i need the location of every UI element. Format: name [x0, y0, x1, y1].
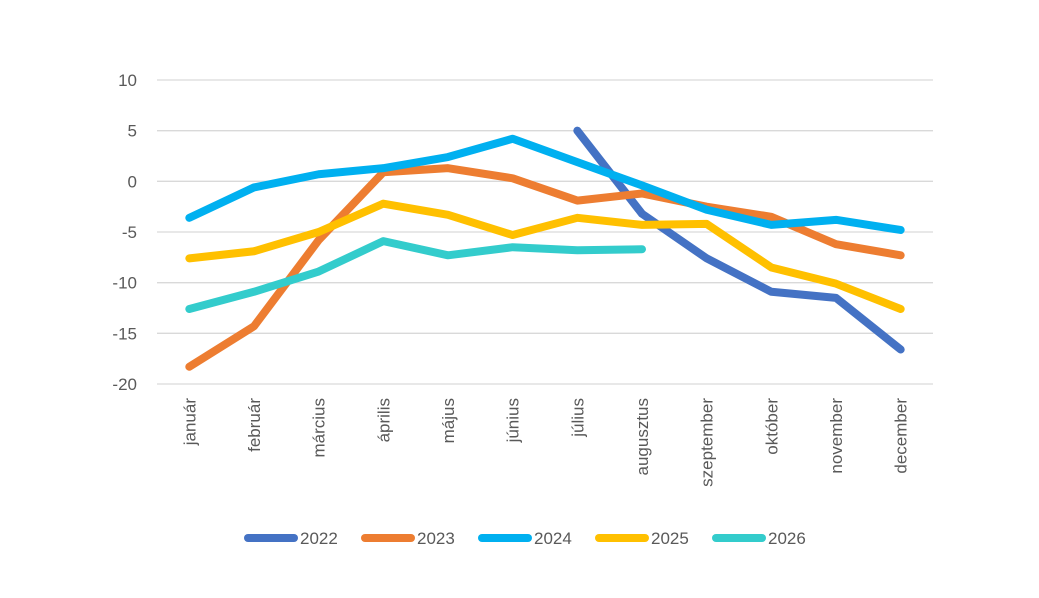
y-tick-label: 5	[128, 122, 137, 141]
y-tick-label: -5	[122, 223, 137, 242]
series-2025	[185, 199, 905, 314]
data-point-2024-4	[445, 154, 451, 160]
series-line-2022	[573, 126, 905, 354]
y-tick-label: 0	[128, 172, 137, 191]
data-point-2024-6	[574, 159, 580, 165]
data-point-2025-11	[898, 306, 904, 312]
data-point-2022-7	[639, 211, 645, 217]
data-point-2024-11	[898, 227, 904, 233]
x-tick-label: december	[892, 398, 911, 474]
series-2026	[185, 237, 646, 314]
x-tick-label: július	[568, 398, 587, 438]
y-tick-label: -20	[112, 375, 137, 394]
x-tick-label: április	[374, 398, 393, 442]
legend-item-2023: 2023	[361, 529, 455, 548]
data-point-2023-4	[445, 165, 451, 171]
data-point-2024-8	[704, 207, 710, 213]
data-point-2024-0	[186, 215, 192, 221]
data-point-2023-5	[510, 175, 516, 181]
data-point-2024-3	[380, 165, 386, 171]
x-tick-label: május	[439, 398, 458, 443]
data-point-2024-7	[639, 182, 645, 188]
data-point-2025-4	[445, 212, 451, 218]
data-point-2026-3	[380, 238, 386, 244]
data-point-2026-2	[316, 269, 322, 275]
legend-item-2022: 2022	[244, 529, 338, 548]
x-tick-label: augusztus	[633, 398, 652, 476]
data-point-2025-6	[574, 215, 580, 221]
data-point-2026-7	[639, 246, 645, 252]
data-point-2023-0	[186, 364, 192, 370]
data-point-2023-6	[574, 198, 580, 204]
data-point-2025-2	[316, 229, 322, 235]
data-point-2025-5	[510, 232, 516, 238]
y-tick-label: -15	[112, 324, 137, 343]
series-2023	[185, 164, 905, 371]
legend-label: 2022	[300, 529, 338, 548]
data-point-2024-2	[316, 171, 322, 177]
y-axis-tick-labels: 10 5 0 -5 -10 -15 -20	[112, 71, 137, 394]
data-point-2025-7	[639, 222, 645, 228]
legend-item-2026: 2026	[712, 529, 806, 548]
data-point-2025-9	[768, 264, 774, 270]
series-line-2026	[185, 237, 646, 314]
data-point-2026-6	[574, 247, 580, 253]
data-point-2023-1	[251, 323, 257, 329]
data-point-2022-11	[898, 347, 904, 353]
x-tick-label: október	[762, 398, 781, 455]
data-point-2025-10	[833, 281, 839, 287]
data-point-2023-11	[898, 252, 904, 258]
x-tick-label: március	[310, 398, 329, 458]
data-point-2022-6	[574, 128, 580, 134]
data-point-2025-0	[186, 255, 192, 261]
legend: 2022 2023 2024 2025 2026	[244, 529, 806, 548]
data-point-2026-5	[510, 244, 516, 250]
y-tick-label: -10	[112, 274, 137, 293]
legend-label: 2025	[651, 529, 689, 548]
series-line-2023	[185, 164, 905, 371]
series-line-2025	[185, 199, 905, 314]
x-tick-label: szeptember	[698, 398, 717, 487]
legend-item-2024: 2024	[478, 529, 572, 548]
data-point-2023-7	[639, 190, 645, 196]
data-point-2023-10	[833, 241, 839, 247]
data-point-2026-1	[251, 289, 257, 295]
data-point-2023-2	[316, 237, 322, 243]
x-tick-label: június	[504, 398, 523, 443]
series-lines	[185, 126, 905, 371]
data-point-2026-0	[186, 306, 192, 312]
series-2024	[185, 134, 905, 234]
legend-label: 2024	[534, 529, 572, 548]
legend-label: 2026	[768, 529, 806, 548]
x-tick-label: február	[245, 398, 264, 452]
data-point-2022-8	[704, 255, 710, 261]
data-point-2024-1	[251, 184, 257, 190]
data-point-2024-5	[510, 136, 516, 142]
legend-label: 2023	[417, 529, 455, 548]
series-line-2024	[185, 134, 905, 234]
x-tick-label: november	[827, 398, 846, 474]
data-point-2024-10	[833, 217, 839, 223]
data-point-2023-9	[768, 214, 774, 220]
data-point-2026-4	[445, 252, 451, 258]
data-point-2025-1	[251, 248, 257, 254]
y-tick-label: 10	[118, 71, 137, 90]
data-point-2024-9	[768, 222, 774, 228]
legend-item-2025: 2025	[595, 529, 689, 548]
data-point-2022-9	[768, 289, 774, 295]
x-axis-tick-labels: január február március április május június jú…	[180, 398, 910, 487]
series-2022	[573, 126, 905, 354]
data-point-2025-3	[380, 201, 386, 207]
data-point-2022-10	[833, 295, 839, 301]
x-tick-label: január	[180, 398, 199, 447]
data-point-2025-8	[704, 221, 710, 227]
